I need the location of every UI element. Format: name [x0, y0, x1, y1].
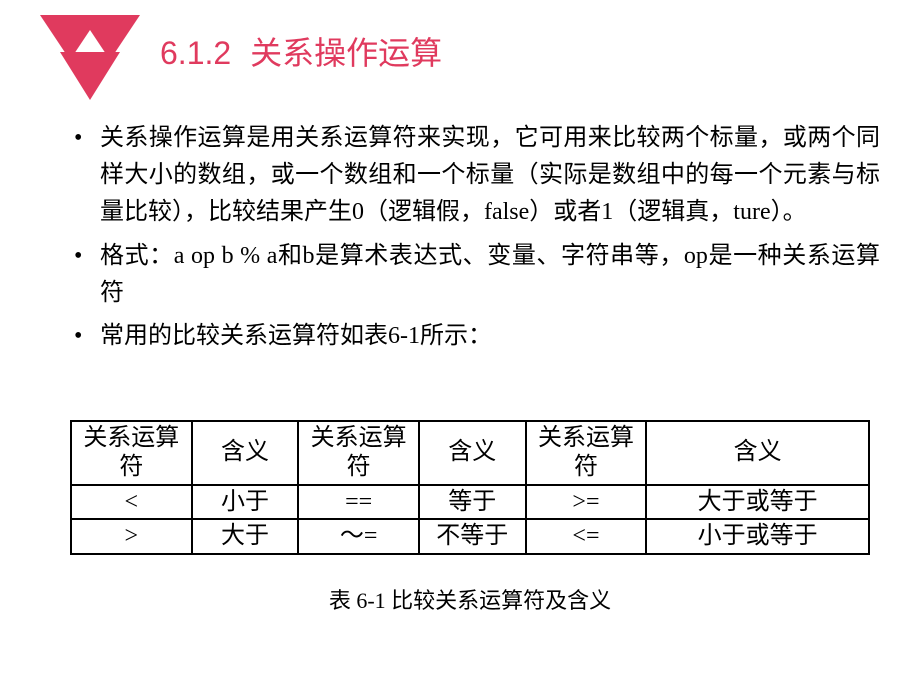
cell-operator: ==	[298, 485, 419, 520]
cell-operator: >	[71, 519, 192, 554]
header-cell: 含义	[192, 421, 299, 485]
cell-meaning: 大于	[192, 519, 299, 554]
heading-text: 关系操作运算	[250, 35, 442, 71]
bullet-text: 常用的比较关系运算符如表6-1所示：	[100, 318, 880, 355]
logo-triangles	[30, 10, 140, 105]
cell-meaning: 小于或等于	[646, 519, 869, 554]
bullet-item: • 格式：a op b % a和b是算术表达式、变量、字符串等，op是一种关系运…	[70, 238, 880, 312]
bullet-text: 关系操作运算是用关系运算符来实现，它可用来比较两个标量，或两个同样大小的数组，或…	[100, 120, 880, 232]
bullet-marker: •	[70, 318, 100, 355]
header-cell: 关系运算符	[298, 421, 419, 485]
cell-operator: <=	[526, 519, 647, 554]
bullet-item: • 常用的比较关系运算符如表6-1所示：	[70, 318, 880, 355]
bullet-item: • 关系操作运算是用关系运算符来实现，它可用来比较两个标量，或两个同样大小的数组…	[70, 120, 880, 232]
bullet-text: 格式：a op b % a和b是算术表达式、变量、字符串等，op是一种关系运算符	[100, 238, 880, 312]
header-cell: 关系运算符	[71, 421, 192, 485]
cell-operator: >=	[526, 485, 647, 520]
table-row: < 小于 == 等于 >= 大于或等于	[71, 485, 869, 520]
header-cell: 关系运算符	[526, 421, 647, 485]
header-cell: 含义	[419, 421, 526, 485]
bullet-marker: •	[70, 238, 100, 275]
cell-meaning: 不等于	[419, 519, 526, 554]
cell-meaning: 大于或等于	[646, 485, 869, 520]
cell-meaning: 等于	[419, 485, 526, 520]
table-caption: 表 6-1 比较关系运算符及含义	[70, 583, 870, 615]
operators-table-wrap: 关系运算符 含义 关系运算符 含义 关系运算符 含义 < 小于 == 等于 >=…	[70, 420, 870, 615]
header-cell: 含义	[646, 421, 869, 485]
cell-operator: <	[71, 485, 192, 520]
cell-meaning: 小于	[192, 485, 299, 520]
heading-number: 6.1.2	[160, 35, 231, 71]
section-heading: 6.1.2 关系操作运算	[160, 28, 442, 74]
operators-table: 关系运算符 含义 关系运算符 含义 关系运算符 含义 < 小于 == 等于 >=…	[70, 420, 870, 555]
bullet-marker: •	[70, 120, 100, 157]
cell-operator: ～=	[298, 519, 419, 554]
table-header-row: 关系运算符 含义 关系运算符 含义 关系运算符 含义	[71, 421, 869, 485]
table-row: > 大于 ～= 不等于 <= 小于或等于	[71, 519, 869, 554]
bullet-list: • 关系操作运算是用关系运算符来实现，它可用来比较两个标量，或两个同样大小的数组…	[70, 120, 880, 361]
